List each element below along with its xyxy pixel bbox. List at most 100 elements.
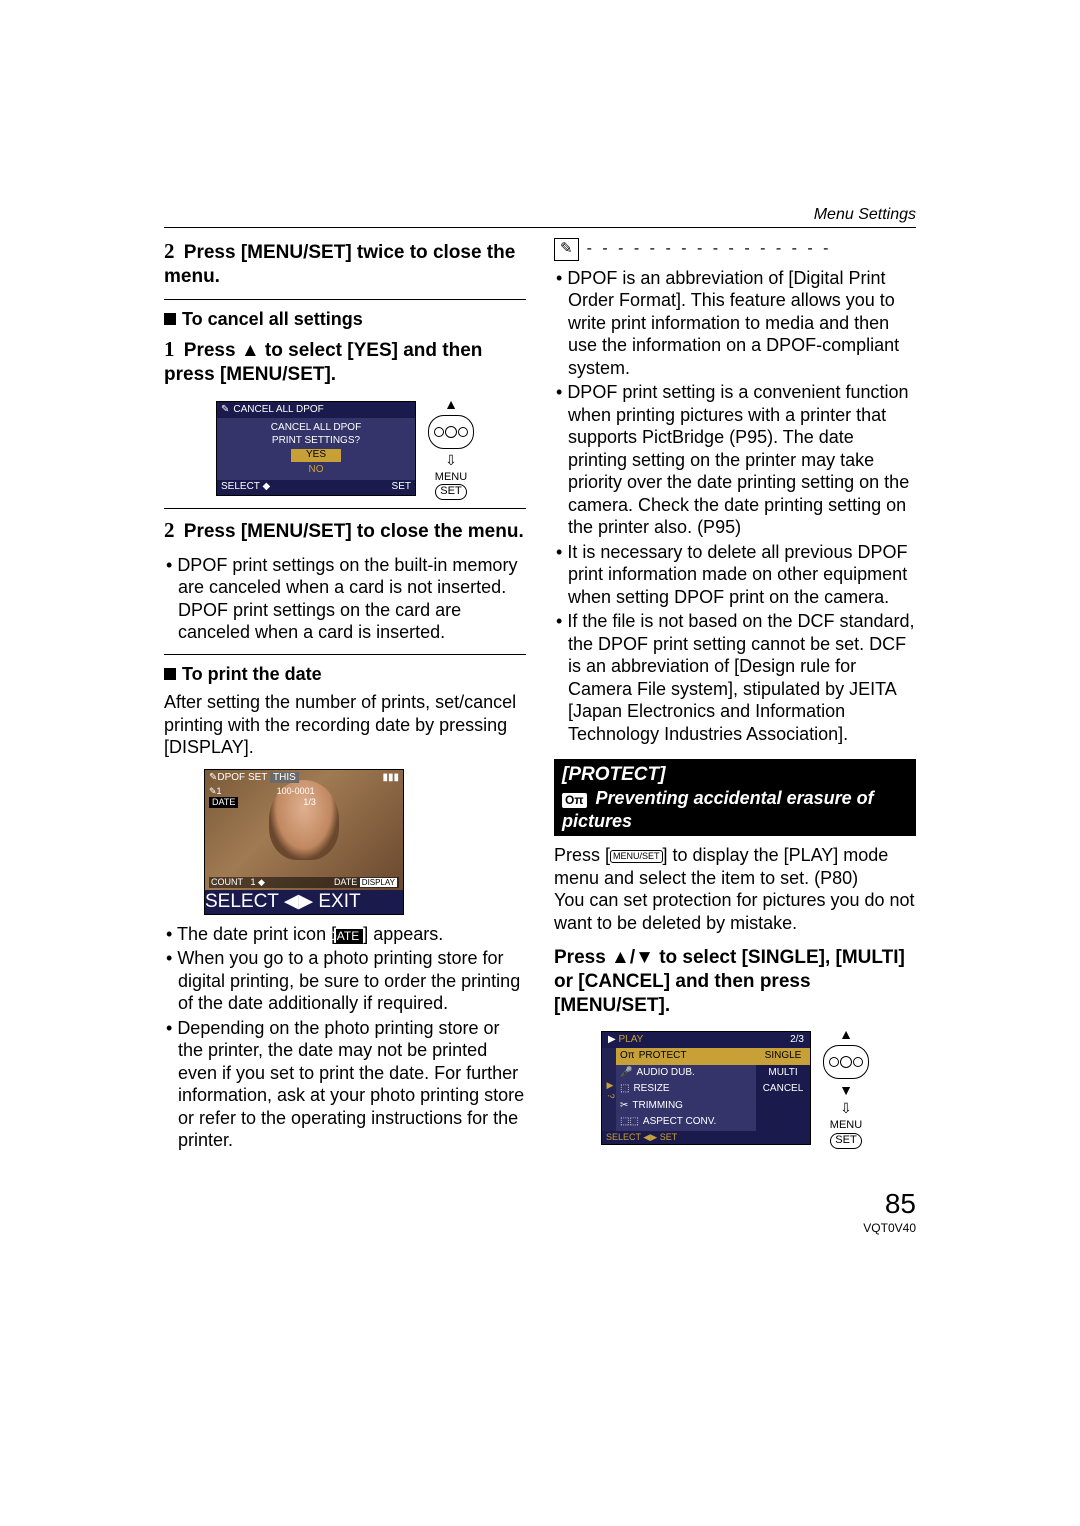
dpad-icon	[823, 1045, 869, 1079]
step-2a: 2 Press [MENU/SET] twice to close the me…	[164, 238, 526, 289]
controls-diagram: ▲ ▼ ⇩ MENU SET	[823, 1027, 869, 1149]
photo-top-row: ✎DPOF SET THIS ▮▮▮	[209, 772, 399, 785]
step-2b-notes: DPOF print settings on the built-in memo…	[164, 554, 526, 644]
count-label: COUNT	[211, 877, 243, 887]
play-menu-option: MULTI	[756, 1065, 810, 1082]
dpof-label: ✎DPOF SET THIS	[209, 772, 299, 785]
cancel-dpof-figure: ✎ CANCEL ALL DPOF CANCEL ALL DPOF PRINT …	[164, 397, 526, 501]
this-tab: THIS	[270, 772, 299, 783]
right-column: ✎ - - - - - - - - - - - - - - - - DPOF i…	[554, 238, 916, 1162]
bullet: When you go to a photo printing store fo…	[164, 947, 526, 1015]
down-arrow-icon: ⇩	[445, 453, 457, 467]
down-arrow-icon: ⇩	[840, 1101, 852, 1115]
screen-top-bar: ✎ CANCEL ALL DPOF	[217, 402, 415, 419]
protect-subtitle-row: Oπ Preventing accidental erasure of pict…	[562, 787, 908, 832]
dpof-photo-figure: ✎DPOF SET THIS ▮▮▮ ✎1 100-0001 DATE 1/3 …	[204, 769, 526, 915]
divider	[164, 654, 526, 655]
step-number: 2	[164, 518, 175, 542]
protect-subtitle: Preventing accidental erasure of picture…	[562, 788, 874, 831]
print-date-notes: The date print icon [DATE] appears. When…	[164, 923, 526, 1152]
protect-body: Press [MENU/SET] to display the [PLAY] m…	[554, 844, 916, 889]
protect-section-header: [PROTECT] Oπ Preventing accidental erasu…	[554, 759, 916, 836]
dialog-yes: YES	[291, 449, 341, 462]
set-label: SET	[392, 481, 411, 494]
step-text: Press [MENU/SET] to close the menu.	[184, 521, 524, 542]
play-menu-item: OπPROTECT	[616, 1048, 756, 1065]
dialog-box: CANCEL ALL DPOF PRINT SETTINGS? YES NO	[217, 418, 415, 480]
divider	[164, 508, 526, 509]
dialog-line: PRINT SETTINGS?	[221, 435, 411, 448]
bullet: DPOF print setting is a convenient funct…	[554, 381, 916, 539]
page-number: 85	[164, 1186, 916, 1221]
dialog-line: CANCEL ALL DPOF	[221, 422, 411, 435]
select-label: SELECT ◆	[221, 481, 270, 494]
step-2b: 2 Press [MENU/SET] to close the menu.	[164, 517, 526, 544]
protect-step: Press ▲/▼ to select [SINGLE], [MULTI] or…	[554, 946, 916, 1017]
play-menu-item: 🎤AUDIO DUB.	[616, 1065, 756, 1082]
menu-set-label: MENU SET	[435, 471, 467, 501]
bullet: DPOF print settings on the built-in memo…	[164, 554, 526, 644]
screen-bottom-bar: SELECT ◆ SET	[217, 480, 415, 495]
count-value: 1	[251, 877, 256, 887]
down-arrow-icon: ▼	[839, 1083, 853, 1097]
note-icon: ✎	[554, 238, 579, 261]
notes-header: ✎ - - - - - - - - - - - - - - - -	[554, 238, 916, 261]
bullet: Depending on the photo printing store or…	[164, 1017, 526, 1152]
square-bullet-icon	[164, 668, 176, 680]
cancel-settings-head: To cancel all settings	[164, 308, 526, 331]
date-prefix: DATE	[334, 877, 357, 887]
dpad-icon	[428, 415, 474, 449]
photo-preview: ✎DPOF SET THIS ▮▮▮ ✎1 100-0001 DATE 1/3 …	[205, 770, 403, 890]
text: The date print icon [	[177, 924, 336, 944]
play-menu-item: ✂TRIMMING	[616, 1098, 756, 1115]
play-page: 2/3	[790, 1034, 804, 1047]
bullet: The date print icon [DATE] appears.	[164, 923, 526, 946]
screen-bottom-bar: SELECT ◀▶ EXIT	[205, 890, 403, 914]
exit-label: EXIT	[318, 891, 360, 912]
frame-count: 1/3	[303, 797, 316, 807]
step-number: 2	[164, 239, 175, 263]
document-id: VQT0V40	[164, 1221, 916, 1236]
play-menu-items: OπPROTECT🎤AUDIO DUB.⬚RESIZE✂TRIMMING⬚⬚AS…	[616, 1048, 756, 1131]
screen-title: CANCEL ALL DPOF	[233, 404, 323, 417]
step-1: 1 Press ▲ to select [YES] and then press…	[164, 336, 526, 387]
protect-title: [PROTECT]	[562, 763, 908, 787]
battery-icon: ▮▮▮	[382, 772, 399, 785]
step-number: 1	[164, 337, 175, 361]
step-text: Press [MENU/SET] twice to close the menu…	[164, 242, 515, 287]
print-head-label: To print the date	[182, 664, 322, 684]
set-oval-icon: SET	[830, 1133, 861, 1149]
page-header: Menu Settings	[164, 205, 916, 228]
photo-left-info: ✎1 100-0001 DATE 1/3	[209, 786, 316, 811]
print-date-body: After setting the number of prints, set/…	[164, 691, 526, 759]
play-menu-option: SINGLE	[756, 1048, 810, 1065]
controls-diagram: ▲ ⇩ MENU SET	[428, 397, 474, 501]
dash-line: - - - - - - - - - - - - - - - -	[587, 239, 832, 259]
side-tab: ▶ ?	[602, 1048, 616, 1131]
square-bullet-icon	[164, 313, 176, 325]
text: ] appears.	[363, 924, 443, 944]
play-top-bar: ▶ PLAY 2/3	[602, 1032, 810, 1049]
menu-label: MENU	[830, 1119, 862, 1133]
print-date-head: To print the date	[164, 663, 526, 686]
left-column: 2 Press [MENU/SET] twice to close the me…	[164, 238, 526, 1162]
file-number: 100-0001	[277, 786, 315, 796]
menu-set-label: MENU SET	[830, 1119, 862, 1149]
camera-screen: ✎ CANCEL ALL DPOF CANCEL ALL DPOF PRINT …	[216, 401, 416, 496]
play-menu-item: ⬚RESIZE	[616, 1081, 756, 1098]
dialog-no: NO	[291, 464, 341, 477]
display-button: DISPLAY	[360, 878, 397, 887]
play-menu-item: ⬚⬚ASPECT CONV.	[616, 1114, 756, 1131]
step-text: Press ▲ to select [YES] and then press […	[164, 340, 482, 385]
play-menu-option: CANCEL	[756, 1081, 810, 1098]
play-title: ▶ PLAY	[608, 1034, 643, 1047]
menu-label: MENU	[435, 471, 467, 485]
two-column-layout: 2 Press [MENU/SET] twice to close the me…	[164, 238, 916, 1162]
play-menu-figure: ▶ PLAY 2/3 ▶ ? OπPROTECT🎤AUDIO DUB.⬚RESI…	[554, 1027, 916, 1149]
play-bottom-bar: SELECT ◀▶ SET	[602, 1131, 810, 1144]
divider	[164, 299, 526, 300]
up-arrow-icon: ▲	[839, 1027, 853, 1041]
protect-body-2: You can set protection for pictures you …	[554, 889, 916, 934]
camera-screen: ✎DPOF SET THIS ▮▮▮ ✎1 100-0001 DATE 1/3 …	[204, 769, 404, 915]
select-label: SELECT ◀▶	[205, 891, 313, 912]
